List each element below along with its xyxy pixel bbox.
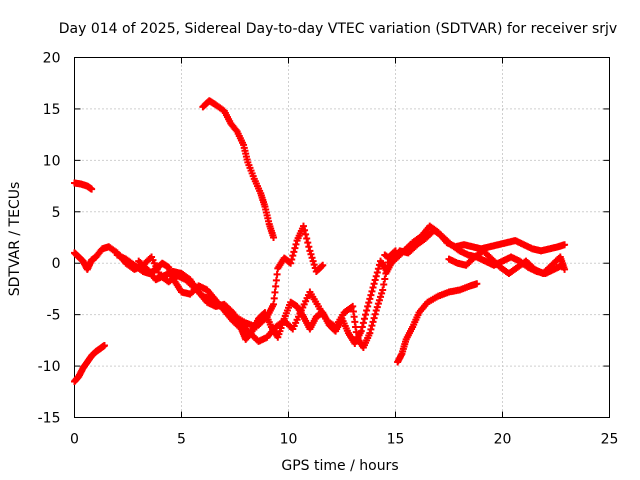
data-point: [561, 241, 569, 249]
data-point: [364, 302, 372, 310]
data-point: [271, 288, 279, 296]
series-arc-c: [199, 97, 278, 241]
x-tick-label: 15: [387, 432, 405, 448]
data-point: [374, 265, 382, 273]
y-tick-labels: -15 -10 -5 0 5 10 15 20: [38, 51, 61, 427]
data-point: [375, 296, 383, 304]
data-point: [383, 264, 391, 272]
x-axis-label: GPS time / hours: [281, 458, 398, 474]
data-point: [299, 222, 307, 230]
y-tick-label: -5: [47, 308, 61, 324]
data-point: [473, 280, 481, 288]
data-point: [301, 226, 309, 234]
y-tick-label: 0: [52, 256, 61, 272]
data-point: [381, 275, 389, 283]
plot-frame: [74, 57, 610, 418]
data-point: [272, 282, 280, 290]
data-point: [366, 329, 374, 337]
data-point: [304, 239, 312, 247]
data-point: [378, 289, 386, 297]
data-point: [289, 252, 297, 260]
data-marks: [71, 97, 569, 385]
grid: [74, 57, 610, 418]
y-tick-label: 5: [52, 205, 61, 221]
x-tick-label: 5: [177, 432, 186, 448]
y-tick-label: -15: [38, 411, 61, 427]
data-point: [305, 243, 313, 251]
x-tick-label: 20: [494, 432, 512, 448]
data-point: [88, 185, 96, 193]
data-point: [309, 257, 317, 265]
data-point: [362, 311, 370, 319]
data-point: [319, 261, 327, 269]
data-point: [377, 293, 385, 301]
data-point: [100, 342, 108, 349]
data-point: [360, 315, 368, 323]
data-point: [373, 268, 381, 276]
data-point: [366, 295, 374, 303]
x-tick-label: 25: [601, 432, 619, 448]
data-point: [272, 276, 280, 284]
y-tick-label: 20: [43, 51, 61, 67]
data-point: [306, 247, 314, 255]
x-tick-labels: 0 5 10 15 20 25: [70, 432, 618, 448]
x-tick-label: 10: [280, 432, 298, 448]
data-point: [373, 303, 381, 311]
data-point: [359, 319, 367, 327]
series-arc-a: [71, 179, 96, 193]
data-point: [365, 299, 373, 307]
data-point: [318, 262, 326, 270]
x-tick-label: 0: [70, 432, 79, 448]
data-point: [291, 244, 299, 252]
data-point: [292, 240, 300, 248]
data-point: [287, 259, 295, 267]
data-point: [372, 272, 380, 280]
data-point: [270, 300, 278, 308]
axis-ticks: [74, 57, 610, 418]
data-point: [307, 250, 315, 258]
data-point: [270, 294, 278, 302]
data-point: [308, 254, 316, 262]
data-point: [363, 307, 371, 315]
data-point: [379, 286, 387, 294]
data-point: [561, 265, 569, 273]
data-point: [374, 300, 382, 308]
data-point: [382, 270, 390, 277]
data-point: [369, 284, 377, 292]
data-point: [288, 255, 296, 263]
data-point: [371, 310, 379, 318]
data-point: [303, 235, 311, 243]
data-point: [273, 270, 281, 278]
data-point: [369, 318, 377, 326]
data-point: [357, 327, 365, 335]
series-arc-h: [381, 222, 569, 265]
data-point: [392, 247, 399, 255]
series-arc-g: [394, 280, 481, 366]
y-tick-label: -10: [38, 359, 61, 375]
y-axis-label: SDTVAR / TECUs: [7, 182, 23, 297]
data-point: [390, 248, 398, 256]
data-point: [371, 276, 379, 284]
series-arc-f: [135, 247, 399, 352]
data-point: [367, 325, 375, 333]
series-arc-b: [71, 342, 108, 385]
y-tick-label: 15: [43, 102, 61, 118]
data-point: [358, 323, 366, 331]
chart-title: Day 014 of 2025, Sidereal Day-to-day VTE…: [59, 21, 617, 37]
data-point: [302, 230, 310, 238]
data-point: [270, 234, 278, 241]
y-tick-label: 10: [43, 153, 61, 169]
data-point: [310, 261, 318, 269]
data-point: [368, 287, 376, 295]
data-point: [372, 307, 380, 315]
data-point: [368, 322, 376, 330]
series-arc-i: [445, 247, 569, 277]
data-point: [367, 291, 375, 299]
data-point: [370, 314, 378, 322]
data-point: [290, 248, 298, 256]
data-point: [370, 280, 378, 288]
data-point: [380, 280, 388, 288]
